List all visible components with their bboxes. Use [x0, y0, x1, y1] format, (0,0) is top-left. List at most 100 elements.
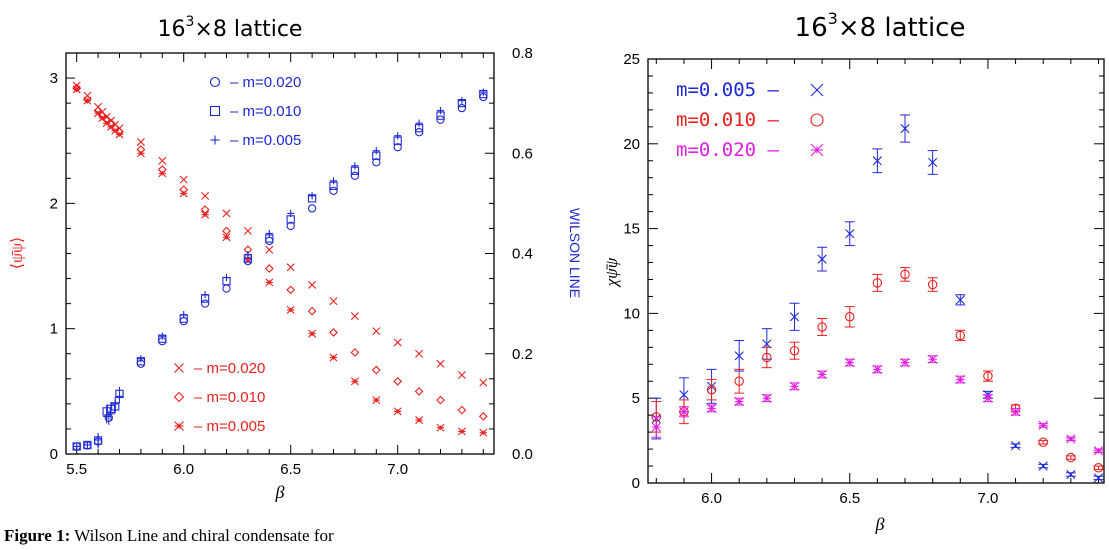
data-point: [928, 354, 938, 364]
left-y-tick-label: 3: [50, 70, 58, 87]
right-chart-y-tick-label: 10: [623, 305, 640, 322]
caption-text: Wilson Line and chiral condensate for: [74, 526, 334, 545]
data-point: [734, 351, 744, 361]
legend-marker-plus: [210, 135, 220, 145]
data-point: [415, 349, 424, 358]
data-point: [329, 186, 338, 195]
data-point: [457, 103, 467, 113]
data-point: [679, 407, 689, 417]
data-point: [179, 189, 188, 198]
figure-caption: Figure 1: Wilson Line and chiral condens…: [4, 526, 334, 546]
data-point: [111, 400, 119, 408]
legend-marker-cross: [810, 83, 824, 97]
data-point: [955, 374, 965, 385]
data-point: [94, 436, 102, 444]
error-bar: [1065, 455, 1076, 460]
data-point: [1010, 407, 1021, 417]
error-bar: [789, 341, 800, 360]
data-point: [679, 390, 689, 400]
error-bar: [872, 273, 883, 292]
legend-label: m=0.005 –: [676, 79, 780, 101]
left-x-axis-title: β: [275, 482, 285, 502]
data-point: [136, 137, 145, 146]
data-point: [222, 284, 231, 293]
caption-label: Figure 1:: [4, 526, 71, 545]
data-point: [479, 428, 488, 437]
data-point: [393, 338, 402, 347]
data-point: [762, 339, 772, 349]
data-point: [651, 422, 661, 432]
data-point: [1093, 473, 1104, 483]
data-point: [201, 291, 209, 299]
data-point: [734, 376, 744, 386]
data-point: [817, 322, 827, 332]
data-point: [201, 191, 210, 200]
data-point: [73, 442, 81, 451]
data-point: [900, 269, 910, 280]
data-point: [286, 263, 295, 272]
data-point: [350, 171, 360, 180]
left-x-tick-label: 5.5: [66, 461, 87, 478]
data-point: [415, 416, 424, 425]
legend-label: – m=0.010: [194, 389, 265, 406]
data-point: [222, 233, 231, 242]
data-point: [265, 278, 274, 287]
error-bar: [982, 370, 993, 382]
legend-marker-diamond: [173, 391, 185, 403]
data-point: [415, 119, 423, 127]
left-y-axis-title: ⟨ψ̄ψ⟩: [9, 237, 26, 270]
data-point: [72, 85, 81, 94]
data-point: [372, 327, 381, 336]
data-point: [307, 306, 317, 316]
data-point: [414, 386, 424, 396]
right-marks: [651, 114, 1104, 483]
data-point: [872, 156, 882, 166]
data-point: [265, 236, 274, 246]
right-y-tick-label: 0.0: [512, 446, 533, 463]
data-point: [457, 371, 466, 380]
data-point: [479, 378, 488, 387]
data-point: [479, 88, 487, 96]
data-point: [372, 396, 381, 405]
data-point: [222, 273, 231, 282]
left-y-tick-label: 1: [50, 321, 58, 338]
data-point: [286, 221, 295, 231]
right-plot-frame: [647, 58, 1105, 484]
right-chart-y-tick-label: 25: [623, 51, 640, 68]
data-point: [158, 156, 167, 165]
data-point: [1093, 446, 1104, 456]
error-bar: [706, 379, 717, 401]
legend-label: m=0.010 –: [676, 109, 780, 131]
left-x-tick-label: 6.0: [173, 461, 194, 478]
data-point: [264, 264, 274, 273]
data-point: [983, 371, 993, 381]
data-point: [115, 130, 124, 139]
data-point: [158, 332, 166, 340]
data-point: [329, 328, 338, 337]
data-point: [265, 245, 274, 254]
data-point: [72, 81, 81, 90]
data-point: [201, 210, 210, 219]
data-point: [107, 410, 115, 418]
legend-susceptibility: m=0.005 – m=0.010 – m=0.020 –: [676, 79, 824, 161]
legend-label: – m=0.005: [194, 418, 265, 435]
data-point: [845, 229, 855, 239]
legend-label: – m=0.010: [230, 103, 301, 120]
right-chart-y-tick-label: 15: [623, 221, 640, 238]
data-point: [706, 384, 717, 395]
data-point: [222, 209, 231, 218]
data-point: [329, 177, 338, 185]
data-point: [179, 175, 188, 184]
data-point: [308, 280, 317, 289]
data-point: [286, 305, 295, 314]
data-point: [762, 352, 772, 363]
data-point: [307, 204, 317, 213]
right-y-tick-label: 0.8: [512, 45, 533, 62]
data-point: [457, 427, 466, 436]
data-point: [308, 329, 317, 338]
data-point: [83, 441, 91, 449]
data-point: [351, 162, 359, 170]
data-point: [308, 192, 316, 200]
data-point: [436, 359, 445, 368]
data-point: [845, 357, 855, 368]
